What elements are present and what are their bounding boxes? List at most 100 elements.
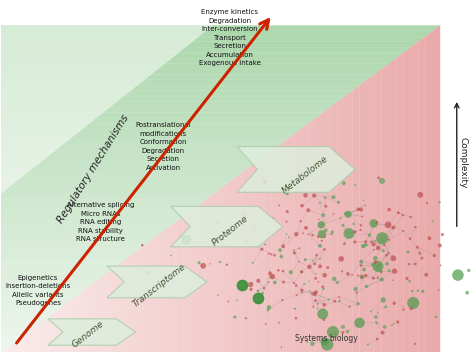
Point [312, 271, 319, 277]
Point [335, 200, 342, 205]
Point [298, 287, 306, 293]
Point [283, 231, 291, 237]
Polygon shape [0, 124, 309, 129]
Polygon shape [0, 107, 330, 113]
Point [417, 192, 424, 198]
Polygon shape [0, 303, 67, 309]
Polygon shape [0, 265, 118, 270]
Point [248, 280, 255, 286]
Point [292, 250, 299, 256]
Polygon shape [0, 276, 103, 281]
Point [290, 250, 298, 256]
Point [356, 227, 364, 233]
Point [206, 261, 214, 267]
Polygon shape [0, 145, 279, 150]
Polygon shape [0, 222, 176, 227]
Point [391, 300, 398, 306]
Point [223, 262, 231, 268]
Point [391, 268, 398, 274]
Point [381, 324, 389, 330]
Point [379, 297, 387, 303]
Point [247, 282, 255, 287]
Point [337, 256, 345, 262]
Point [384, 222, 392, 228]
Polygon shape [162, 227, 169, 352]
Point [306, 288, 313, 293]
Point [330, 276, 338, 282]
Point [328, 231, 335, 237]
Point [406, 279, 413, 284]
Point [413, 244, 421, 250]
Polygon shape [107, 266, 207, 298]
Point [298, 269, 306, 275]
Point [378, 235, 386, 241]
Point [259, 290, 266, 296]
Point [271, 252, 278, 258]
Point [399, 212, 407, 218]
Polygon shape [0, 25, 440, 31]
Point [374, 310, 382, 315]
Point [378, 277, 386, 282]
Point [357, 263, 365, 268]
Polygon shape [133, 249, 140, 352]
Polygon shape [0, 194, 213, 200]
Point [196, 240, 204, 245]
Point [302, 193, 310, 198]
Polygon shape [0, 74, 374, 80]
Point [357, 259, 365, 264]
Polygon shape [0, 113, 323, 118]
Point [269, 215, 277, 221]
Point [339, 222, 346, 228]
Point [336, 298, 344, 304]
Point [309, 258, 317, 264]
Polygon shape [0, 325, 37, 330]
Polygon shape [0, 336, 23, 341]
Point [390, 256, 397, 261]
Point [167, 253, 175, 258]
Polygon shape [0, 298, 74, 303]
Point [419, 289, 427, 294]
Polygon shape [0, 134, 294, 140]
Polygon shape [220, 183, 228, 352]
Polygon shape [301, 124, 309, 352]
Polygon shape [235, 172, 242, 352]
Point [358, 274, 365, 280]
Point [383, 261, 391, 267]
Polygon shape [176, 216, 184, 352]
Polygon shape [286, 134, 294, 352]
Point [315, 217, 322, 222]
Polygon shape [257, 156, 264, 352]
Point [241, 188, 248, 194]
Polygon shape [433, 25, 440, 352]
Text: Alternative splicing
Micro RNAs
RNA editing
RNA stability
RNA structure: Alternative splicing Micro RNAs RNA edit… [67, 202, 134, 242]
Point [337, 216, 344, 221]
Polygon shape [418, 36, 426, 352]
Point [306, 264, 313, 270]
Polygon shape [250, 161, 257, 352]
Point [335, 294, 343, 300]
Point [389, 278, 397, 283]
Point [321, 272, 328, 278]
Polygon shape [0, 200, 206, 205]
Point [363, 284, 371, 289]
Polygon shape [0, 254, 133, 259]
Point [316, 243, 324, 249]
Point [346, 304, 354, 309]
Polygon shape [81, 287, 89, 352]
Point [341, 241, 348, 246]
Point [266, 270, 274, 276]
Point [356, 320, 364, 326]
Point [325, 297, 333, 302]
Point [231, 314, 238, 320]
Point [268, 274, 275, 280]
Point [311, 291, 319, 296]
Polygon shape [67, 298, 74, 352]
Point [304, 207, 312, 213]
Point [345, 231, 353, 236]
Point [362, 202, 369, 208]
Point [385, 237, 392, 243]
Text: Genome: Genome [70, 319, 106, 349]
Polygon shape [0, 52, 403, 58]
Point [195, 260, 203, 266]
Point [292, 283, 300, 289]
